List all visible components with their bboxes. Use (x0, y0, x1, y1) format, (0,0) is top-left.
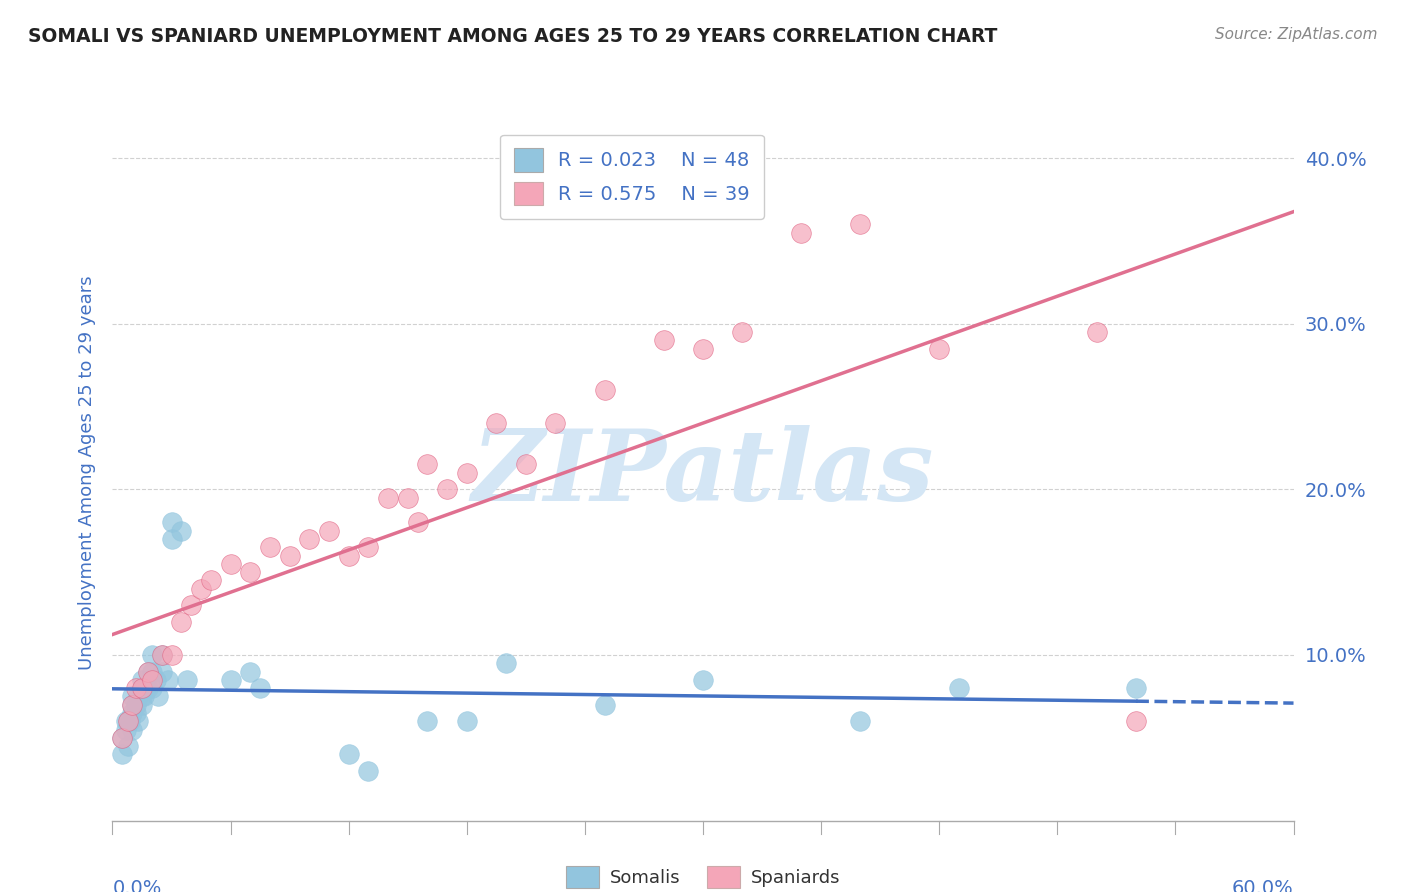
Point (1125, 681, 1147, 695)
Point (131, 673, 153, 687)
Point (170, 524, 193, 538)
Point (131, 690, 153, 704)
Point (115, 714, 138, 729)
Legend: Somalis, Spaniards: Somalis, Spaniards (558, 859, 848, 892)
Point (150, 648, 173, 662)
Point (456, 466, 478, 480)
Point (790, 226, 813, 240)
Point (136, 665, 159, 679)
Point (121, 690, 143, 704)
Point (692, 673, 714, 687)
Point (160, 516, 183, 530)
Point (495, 657, 517, 671)
Point (515, 458, 537, 472)
Point (357, 541, 380, 555)
Point (127, 714, 149, 729)
Point (132, 690, 155, 704)
Point (111, 731, 134, 745)
Point (131, 681, 153, 695)
Point (436, 483, 458, 497)
Point (141, 681, 163, 695)
Point (141, 648, 163, 662)
Point (593, 383, 616, 397)
Point (406, 516, 429, 530)
Point (121, 698, 143, 712)
Point (146, 690, 169, 704)
Y-axis label: Unemployment Among Ages 25 to 29 years: Unemployment Among Ages 25 to 29 years (77, 276, 96, 670)
Point (259, 541, 281, 555)
Point (731, 325, 754, 339)
Point (156, 673, 179, 687)
Point (219, 673, 242, 687)
Point (160, 532, 183, 546)
Point (692, 342, 714, 356)
Point (337, 549, 360, 563)
Text: 60.0%: 60.0% (1232, 879, 1294, 892)
Point (136, 681, 159, 695)
Point (416, 714, 439, 729)
Text: SOMALI VS SPANIARD UNEMPLOYMENT AMONG AGES 25 TO 29 YEARS CORRELATION CHART: SOMALI VS SPANIARD UNEMPLOYMENT AMONG AG… (28, 27, 997, 45)
Point (120, 714, 142, 729)
Point (239, 665, 262, 679)
Point (121, 706, 143, 720)
Point (180, 599, 202, 613)
Point (125, 706, 148, 720)
Point (121, 723, 143, 737)
Point (948, 681, 970, 695)
Text: ZIPatlas: ZIPatlas (472, 425, 934, 521)
Point (485, 416, 508, 430)
Point (200, 574, 222, 588)
Point (125, 681, 148, 695)
Point (131, 698, 153, 712)
Point (1125, 714, 1147, 729)
Point (456, 714, 478, 729)
Point (239, 565, 262, 579)
Point (131, 681, 153, 695)
Point (136, 665, 159, 679)
Point (117, 714, 139, 729)
Point (337, 747, 360, 762)
Point (150, 648, 173, 662)
Point (117, 714, 139, 729)
Text: Source: ZipAtlas.com: Source: ZipAtlas.com (1215, 27, 1378, 42)
Point (176, 673, 198, 687)
Point (593, 698, 616, 712)
Point (298, 532, 321, 546)
Point (357, 764, 380, 778)
Point (117, 739, 139, 753)
Point (416, 458, 439, 472)
Point (377, 491, 399, 505)
Point (135, 681, 157, 695)
Point (318, 524, 340, 538)
Point (160, 648, 183, 662)
Point (121, 698, 143, 712)
Point (141, 673, 163, 687)
Point (125, 698, 148, 712)
Point (544, 416, 567, 430)
Point (190, 582, 212, 596)
Point (219, 557, 242, 571)
Point (115, 723, 138, 737)
Point (127, 690, 149, 704)
Point (111, 747, 134, 762)
Point (396, 491, 419, 505)
Point (170, 615, 193, 629)
Point (278, 549, 301, 563)
Point (145, 673, 167, 687)
Point (111, 731, 134, 745)
Point (849, 217, 872, 231)
Text: 0.0%: 0.0% (112, 879, 162, 892)
Point (849, 714, 872, 729)
Point (928, 342, 950, 356)
Point (249, 681, 271, 695)
Point (652, 333, 675, 347)
Point (150, 665, 173, 679)
Point (141, 665, 163, 679)
Point (1085, 325, 1108, 339)
